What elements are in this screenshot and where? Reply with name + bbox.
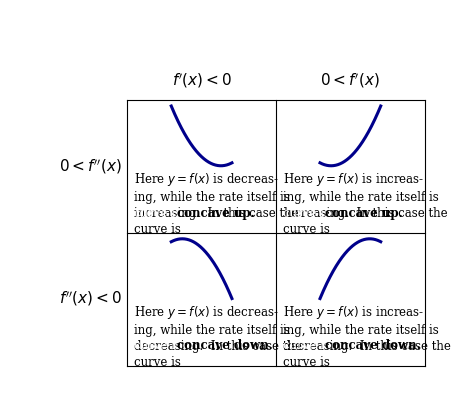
Text: curve is: curve is [283,206,333,219]
Text: Here $y = f(x)$ is decreas-
ing, while the rate itself is
increasing.  In this c: Here $y = f(x)$ is decreas- ing, while t… [134,171,299,236]
Text: $0 < f'(x)$: $0 < f'(x)$ [320,71,380,90]
Text: curve is: curve is [134,206,184,219]
Text: concave down.: concave down. [177,339,273,352]
Text: $f''(x) < 0$: $f''(x) < 0$ [59,290,122,308]
Text: concave down.: concave down. [326,339,421,352]
Text: Here $y = f(x)$ is increas-
ing, while the rate itself is
decreasing.  In this c: Here $y = f(x)$ is increas- ing, while t… [283,304,450,369]
Text: curve is: curve is [134,339,184,352]
Text: $0 < f''(x)$: $0 < f''(x)$ [59,157,122,176]
Text: concave up.: concave up. [177,206,255,219]
Text: curve is: curve is [283,339,333,352]
Text: Here $y = f(x)$ is increas-
ing, while the rate itself is
increasing.  In this c: Here $y = f(x)$ is increas- ing, while t… [283,171,447,236]
Text: $f'(x) < 0$: $f'(x) < 0$ [172,71,232,90]
Text: Here $y = f(x)$ is decreas-
ing, while the rate itself is
decreasing.  In this c: Here $y = f(x)$ is decreas- ing, while t… [134,304,301,369]
Text: concave up.: concave up. [326,206,403,219]
